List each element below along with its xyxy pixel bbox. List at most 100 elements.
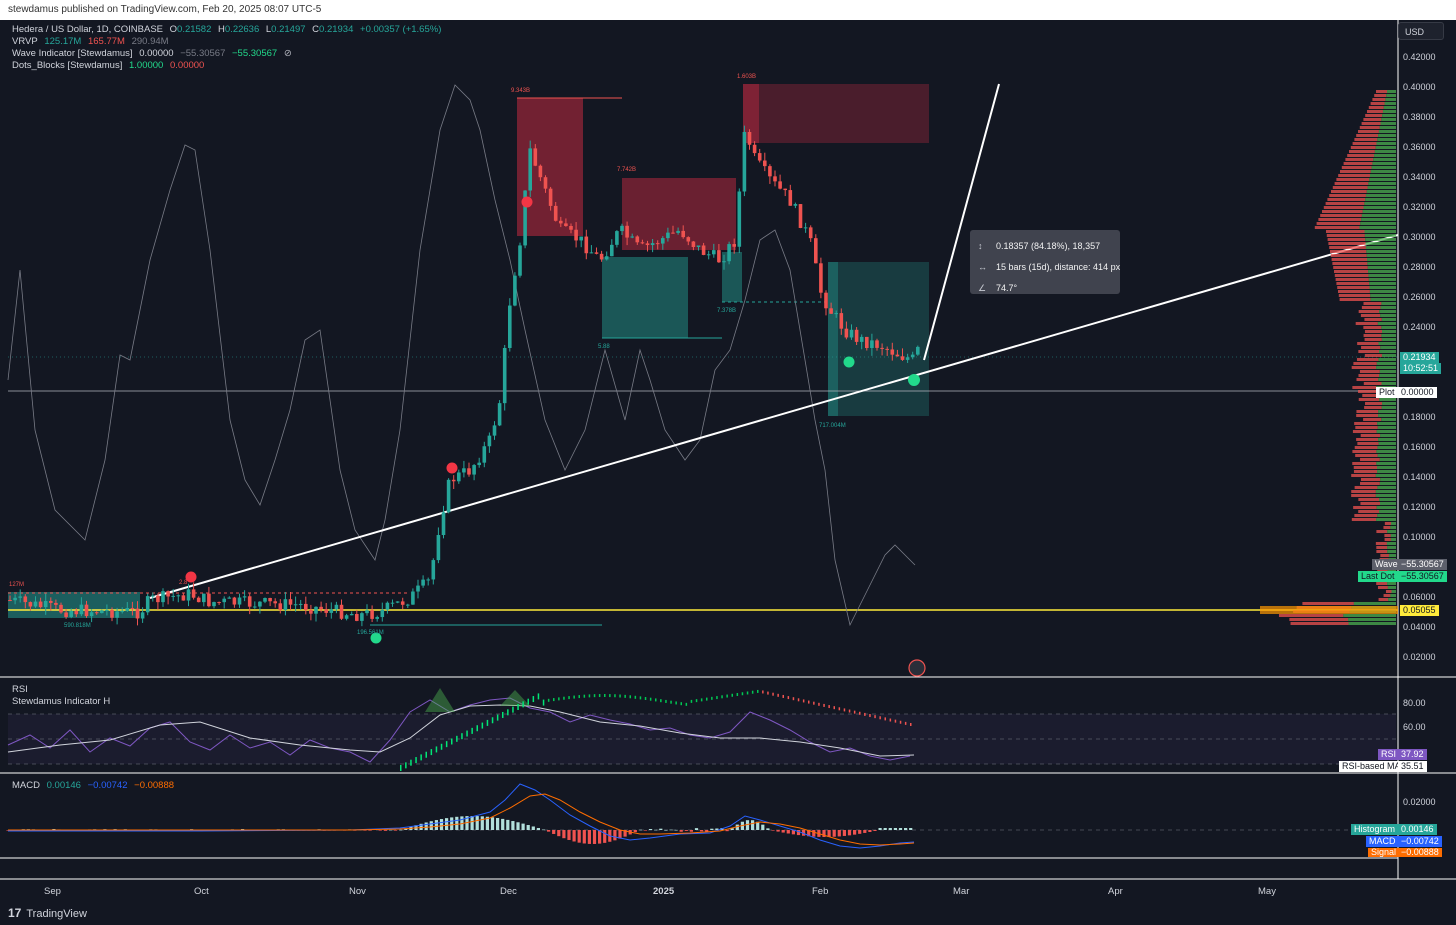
- volume-profile-sell-bar: [1358, 498, 1380, 501]
- currency-button[interactable]: USD: [1398, 22, 1444, 40]
- stewdamus-h-dot: [609, 694, 611, 698]
- stewdamus-h-dot: [711, 696, 713, 700]
- candle-body: [671, 232, 675, 234]
- block-label-b4: 7.378B: [717, 308, 737, 314]
- volume-profile-buy-bar: [1376, 142, 1396, 145]
- volume-profile-sell-bar: [1353, 506, 1377, 509]
- volume-profile-buy-bar: [1366, 190, 1396, 193]
- yellow-level-tag: 0.05055: [1400, 605, 1439, 616]
- stewdamus-h-dot: [619, 694, 621, 698]
- candle-body: [18, 596, 22, 598]
- macd-histogram-bar: [751, 820, 755, 830]
- stewdamus-h-dot: [527, 698, 529, 705]
- candle-body: [355, 614, 359, 621]
- candle-body: [502, 347, 507, 404]
- volume-profile-buy-bar: [1378, 130, 1396, 133]
- volume-profile-buy-bar: [1348, 622, 1396, 625]
- volume-profile-buy-bar: [1377, 486, 1396, 489]
- volume-profile-buy-bar: [1343, 614, 1396, 617]
- candle-body: [676, 230, 680, 233]
- volume-profile-sell-bar: [1356, 414, 1379, 417]
- macd-histogram-bar: [674, 829, 678, 831]
- stewdamus-h-dot: [665, 699, 667, 703]
- macd-histogram-bar: [893, 828, 897, 830]
- stewdamus-h-dot: [843, 708, 846, 712]
- price-axis-label: 0.30000: [1403, 232, 1436, 242]
- stewdamus-h-dot: [476, 725, 478, 732]
- volume-profile-buy-bar: [1387, 582, 1396, 585]
- macd-histogram-bar: [598, 830, 602, 844]
- candle-body: [186, 589, 191, 601]
- macd-legend[interactable]: MACD 0.00146 −0.00742 −0.00888: [12, 780, 178, 792]
- candle-body: [472, 465, 476, 475]
- red-dot-nov: [446, 462, 458, 474]
- volume-profile-sell-bar: [1384, 534, 1391, 537]
- volume-profile-sell-bar: [1360, 478, 1381, 481]
- volume-profile-sell-bar: [1320, 214, 1362, 217]
- volume-profile-buy-bar: [1379, 374, 1396, 377]
- volume-profile-sell-bar: [1338, 174, 1370, 177]
- volume-profile-buy-bar: [1367, 262, 1396, 265]
- symbol-legend[interactable]: Hedera / US Dollar, 1D, COINBASE O0.2158…: [12, 24, 445, 36]
- volume-profile-buy-bar: [1381, 318, 1396, 321]
- candle-body: [441, 512, 446, 536]
- candle-body: [151, 595, 155, 597]
- volume-profile-buy-bar: [1373, 158, 1396, 161]
- tradingview-logo-icon: 17: [8, 906, 22, 920]
- stewdamus-h-dot: [461, 733, 463, 740]
- volume-profile-sell-bar: [1354, 446, 1378, 449]
- candle-body: [615, 231, 619, 245]
- countdown-tag: 10:52:51: [1400, 363, 1442, 374]
- wave-legend[interactable]: Wave Indicator [Stewdamus] 0.00000 −55.3…: [12, 48, 296, 60]
- volume-profile-buy-bar: [1377, 322, 1396, 325]
- candle-body: [436, 535, 441, 561]
- candle-body: [625, 225, 629, 238]
- candle-body: [543, 177, 548, 189]
- volume-profile-sell-bar: [1360, 314, 1381, 317]
- stewdamus-h-dot: [894, 719, 897, 723]
- candle-body: [406, 604, 410, 606]
- volume-profile-buy-bar: [1372, 162, 1396, 165]
- close-label: C: [312, 24, 320, 35]
- volume-profile-sell-bar: [1365, 402, 1383, 405]
- volume-profile-sell-bar: [1376, 90, 1387, 93]
- candle-body: [237, 597, 242, 605]
- volume-profile-sell-bar: [1364, 330, 1383, 333]
- stewdamus-h-dot: [751, 690, 754, 694]
- vrvp-legend[interactable]: VRVP 125.17M 165.77M 290.94M: [12, 36, 173, 48]
- volume-profile-sell-bar: [1356, 134, 1379, 137]
- stewdamus-h-dot: [415, 757, 417, 764]
- stewdamus-h-dot: [629, 695, 631, 699]
- macd-histogram-bar: [863, 830, 867, 833]
- candle-body: [89, 612, 94, 617]
- hide-icon[interactable]: ⊘: [283, 48, 292, 59]
- stewdamus-h-dots: [400, 689, 912, 771]
- candle-body: [196, 597, 201, 603]
- macd-histogram-bar: [419, 823, 423, 830]
- candle-body: [258, 601, 262, 607]
- candle-body: [304, 603, 308, 610]
- volume-profile-buy-bar: [1370, 294, 1396, 297]
- macd-histogram-bar: [796, 830, 801, 836]
- candle-body: [661, 238, 665, 244]
- time-axis-label: May: [1258, 886, 1276, 897]
- volume-profile-buy-bar: [1375, 474, 1396, 477]
- volume-profile-sell-bar: [1365, 114, 1383, 117]
- volume-profile-buy-bar: [1359, 226, 1396, 229]
- dots-legend[interactable]: Dots_Blocks [Stewdamus] 1.00000 0.00000: [12, 60, 208, 72]
- macd-histogram-bar: [536, 828, 540, 830]
- candle-body: [263, 597, 267, 602]
- volume-profile-buy-bar: [1377, 138, 1396, 141]
- stewdamus-h-dot: [588, 694, 591, 698]
- macd-histogram-bar: [904, 828, 908, 830]
- price-axis-label: 0.14000: [1403, 472, 1436, 482]
- stewdamus-h-dot: [818, 702, 820, 706]
- hist-label-tag: Histogram: [1351, 824, 1399, 835]
- candle-body: [548, 188, 553, 206]
- candle-body: [360, 613, 364, 621]
- volume-profile-sell-bar: [1351, 518, 1377, 521]
- candle-body: [120, 610, 124, 612]
- block-label-b3: 1.603B: [737, 74, 757, 80]
- candle-body: [59, 604, 63, 613]
- chart-canvas[interactable]: [0, 20, 1456, 902]
